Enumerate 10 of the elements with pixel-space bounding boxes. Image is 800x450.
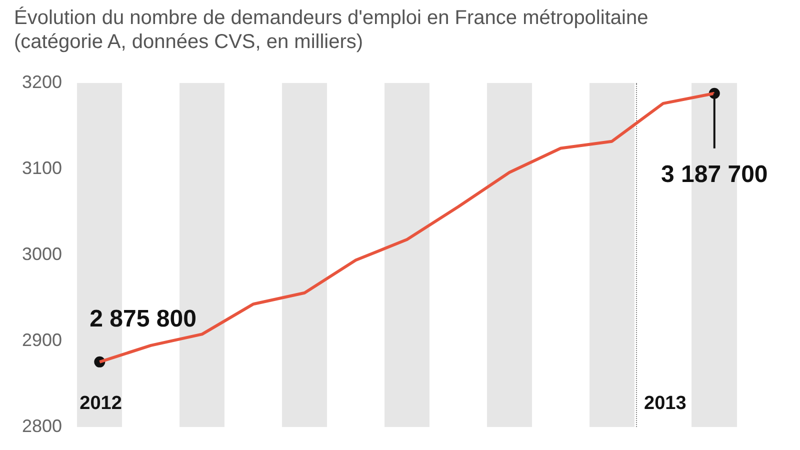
annotation: 2013 (644, 393, 686, 416)
y-tick-label: 3200 (22, 72, 62, 92)
annotation: 2012 (80, 393, 122, 416)
annotation: 2 875 800 (90, 306, 196, 333)
y-tick-label: 3100 (22, 158, 62, 178)
y-tick-label: 3000 (22, 244, 62, 264)
annotation: 3 187 700 (660, 161, 768, 188)
chart-title: Évolution du nombre de demandeurs d'emploi en France métropolitaine (catégorie A, données CVS, en milliers) (13, 6, 650, 55)
y-tick-label: 2800 (22, 416, 62, 436)
y-tick-label: 2900 (22, 330, 62, 350)
